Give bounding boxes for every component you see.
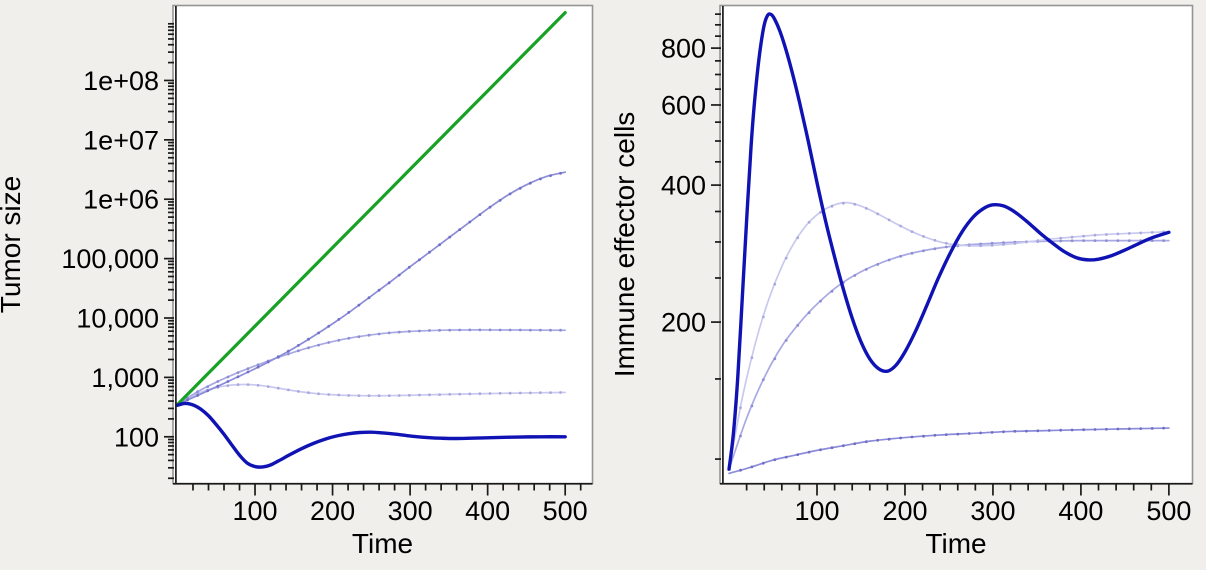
- y-tick-label: 100: [114, 422, 159, 452]
- y-tick-label: 1e+08: [83, 66, 159, 96]
- x-tick-label: 400: [465, 496, 510, 526]
- axis-labels: 100 1,000 10,000 100,000 1e+06 1e+07 1e+08 100 2…: [0, 66, 588, 559]
- x-axis-title: Time: [925, 528, 986, 559]
- markers-immune-weak-periwinkle: [739, 426, 1165, 472]
- immune-effector-panel: 200 400 600 800 100 200 300 400 500 Time Immune ef…: [609, 4, 1194, 559]
- axes: [164, 6, 593, 496]
- series-immune-overshoot-lightest-blue: [728, 201, 1170, 471]
- y-tick-label: 1e+06: [83, 185, 159, 215]
- x-tick-label: 400: [1058, 496, 1103, 526]
- x-tick-label: 300: [970, 496, 1015, 526]
- series-immune-strong-oscillating-dark-blue: [727, 12, 1171, 471]
- y-tick-label: 10,000: [76, 304, 159, 334]
- y-tick-label: 1,000: [91, 363, 159, 393]
- x-tick-label: 300: [388, 496, 433, 526]
- y-tick-label: 400: [661, 171, 706, 201]
- y-tick-label: 1e+07: [83, 125, 159, 155]
- x-tick-label: 200: [310, 496, 355, 526]
- series-tumor-regression-dark-blue: [175, 401, 567, 469]
- tumor-size-panel: 100 1,000 10,000 100,000 1e+06 1e+07 1e+08 100 2…: [0, 4, 594, 559]
- x-tick-label: 500: [1146, 496, 1191, 526]
- x-tick-label: 200: [882, 496, 927, 526]
- y-tick-label: 200: [661, 308, 706, 338]
- series-tumor-dormancy-lightest-blue: [176, 383, 567, 406]
- x-tick-label: 100: [794, 496, 839, 526]
- markers-immune-overshoot-lightest-blue: [739, 201, 1165, 410]
- x-tick-label: 500: [543, 496, 588, 526]
- x-tick-label: 100: [232, 496, 277, 526]
- series-tumor-escape-periwinkle: [176, 171, 567, 406]
- series-immune-weak-periwinkle: [728, 427, 1170, 475]
- x-axis-title: Time: [352, 528, 413, 559]
- y-axis-title: Immune effector cells: [609, 112, 640, 378]
- series-tumor-uncontrolled-growth-green: [175, 10, 567, 407]
- markers-tumor-escape-periwinkle: [186, 171, 562, 402]
- series-immune-moderate-light-blue: [728, 239, 1170, 471]
- axis-labels: 200 400 600 800 100 200 300 400 500 Time Immune ef…: [609, 34, 1191, 559]
- series-group: [727, 12, 1171, 475]
- y-axis-title: Tumor size: [0, 176, 26, 313]
- plot-frame: [172, 4, 594, 485]
- series-group: [175, 10, 567, 469]
- markers-tumor-partial-control-light-blue: [186, 328, 562, 400]
- y-tick-label: 800: [661, 34, 706, 64]
- y-tick-label: 100,000: [61, 244, 159, 274]
- y-tick-label: 600: [661, 90, 706, 120]
- axes: [711, 6, 1193, 496]
